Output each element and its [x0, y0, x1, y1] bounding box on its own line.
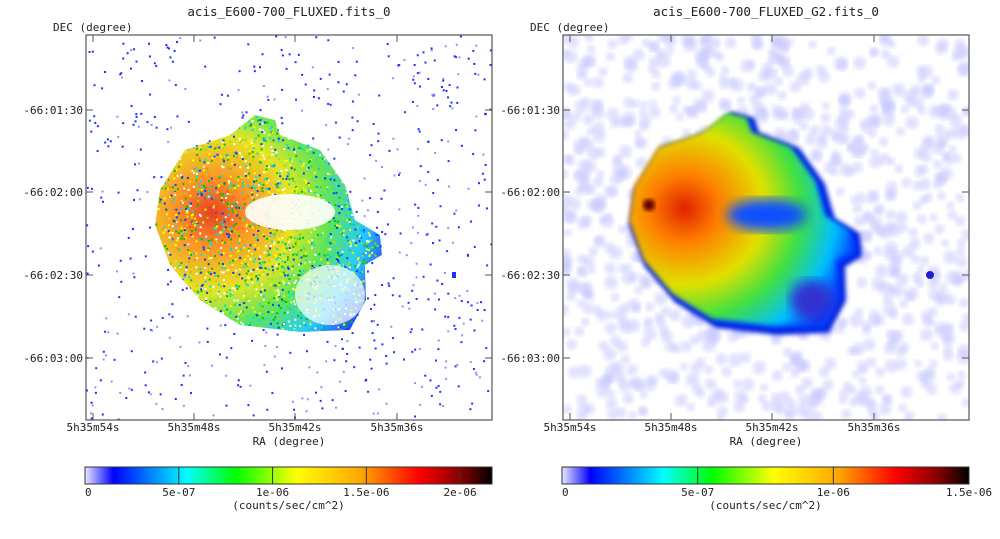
y-tick-label: -66:03:00: [23, 352, 83, 365]
x-axis-label: RA (degree): [253, 435, 326, 448]
x-tick-label: 5h35m36s: [848, 421, 901, 434]
colorbar: 0 5e-07 1e-06 1.5e-06 (counts/sec/cm^2): [561, 466, 992, 512]
y-tick-label: -66:02:30: [500, 269, 560, 282]
y-axis-label: DEC (degree): [53, 21, 132, 34]
colorbar-label: (counts/sec/cm^2): [709, 499, 822, 512]
sky-image: [563, 35, 969, 420]
x-tick-label: 5h35m42s: [746, 421, 799, 434]
x-tick-label: 5h35m36s: [371, 421, 424, 434]
y-tick-label: -66:02:00: [500, 186, 560, 199]
colorbar-tick-label: 1e-06: [256, 486, 289, 499]
plot-frame: [562, 34, 970, 421]
colorbar-tick-label: 2e-06: [444, 486, 477, 499]
y-tick-label: -66:03:00: [500, 352, 560, 365]
x-tick-label: 5h35m48s: [168, 421, 221, 434]
x-axis-label: RA (degree): [730, 435, 803, 448]
y-tick-label: -66:01:30: [500, 104, 560, 117]
x-tick-label: 5h35m54s: [544, 421, 597, 434]
colorbar-tick-label: 1e-06: [817, 486, 850, 499]
colorbar-tick-label: 0: [562, 486, 569, 499]
y-tick-label: -66:02:30: [23, 269, 83, 282]
image-title: acis_E600-700_FLUXED_G2.fits_0: [653, 4, 879, 19]
colorbar-tick-label: 5e-07: [681, 486, 714, 499]
y-tick-label: -66:02:00: [23, 186, 83, 199]
colorbar-label: (counts/sec/cm^2): [232, 499, 345, 512]
image-panel-smoothed[interactable]: acis_E600-700_FLUXED_G2.fits_0 DEC (degre…: [500, 4, 992, 512]
image-panel-raw[interactable]: acis_E600-700_FLUXED.fits_0 DEC (degree) R…: [23, 4, 493, 512]
colorbar-tick-label: 1.5e-06: [946, 486, 992, 499]
y-axis-label: DEC (degree): [530, 21, 609, 34]
plot-frame: [85, 34, 493, 421]
colorbar: 0 5e-07 1e-06 1.5e-06 2e-06 (counts/sec/cm^2): [84, 466, 493, 512]
sky-image: [86, 35, 492, 420]
x-tick-label: 5h35m48s: [645, 421, 698, 434]
y-tick-label: -66:01:30: [23, 104, 83, 117]
colorbar-tick-label: 1.5e-06: [343, 486, 389, 499]
colorbar-tick-label: 5e-07: [162, 486, 195, 499]
image-title: acis_E600-700_FLUXED.fits_0: [187, 4, 390, 19]
colorbar-tick-label: 0: [85, 486, 92, 499]
x-tick-label: 5h35m54s: [67, 421, 120, 434]
x-tick-label: 5h35m42s: [269, 421, 322, 434]
